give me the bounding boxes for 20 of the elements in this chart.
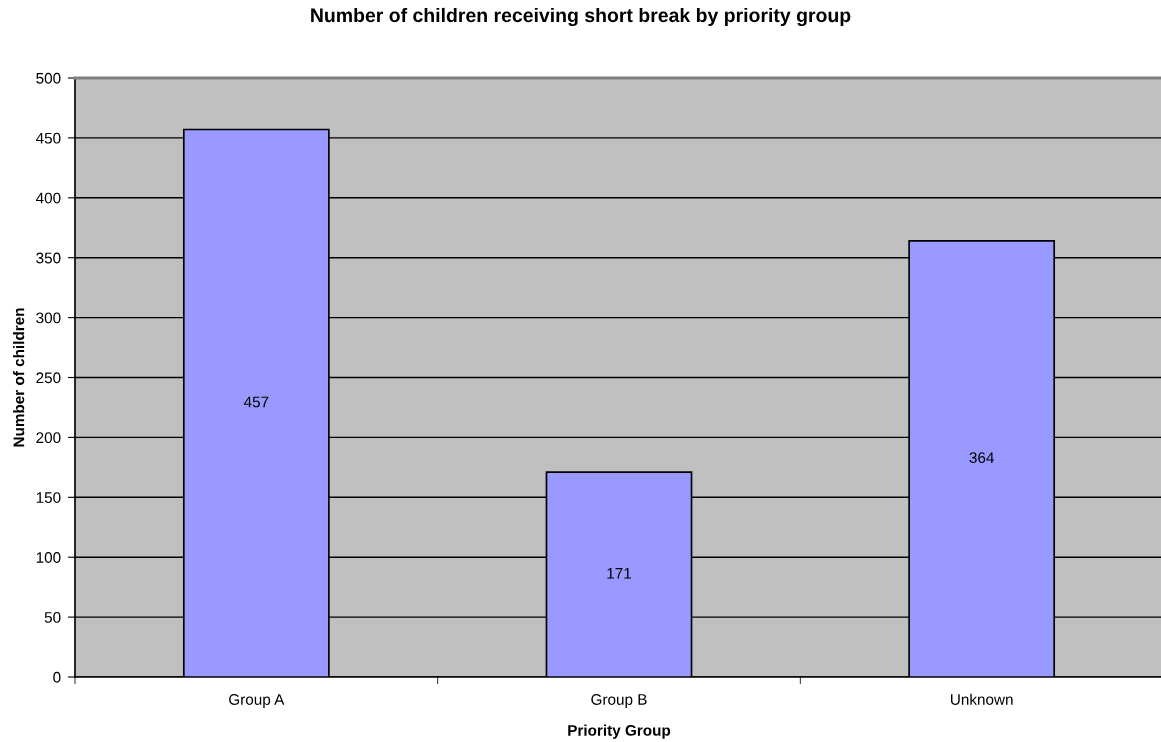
- x-tick-label: Unknown: [951, 693, 1013, 705]
- y-tick-label: 50: [44, 611, 61, 623]
- x-tick-label: Group B: [591, 694, 647, 708]
- x-axis-title: Priority Group: [568, 724, 671, 739]
- y-axis-title: Number of children: [13, 308, 25, 447]
- y-tick-label: 400: [35, 192, 61, 204]
- y-tick-label: 150: [36, 492, 61, 503]
- y-tick-label: 450: [35, 132, 61, 144]
- y-tick-label: 500: [36, 72, 61, 84]
- chart-title: Number of children receiving short break by priority group: [311, 7, 851, 27]
- y-tick-label: 350: [36, 252, 61, 264]
- y-tick-label: 100: [36, 552, 61, 563]
- y-tick-label: 250: [36, 372, 61, 384]
- data-label: 364: [969, 452, 994, 464]
- x-tick-label: Group A: [229, 694, 285, 708]
- y-tick-label: 0: [53, 671, 61, 683]
- data-label: 457: [243, 396, 269, 408]
- data-label: 171: [607, 568, 631, 579]
- y-tick-label: 300: [36, 312, 61, 324]
- y-tick-label: 200: [36, 432, 61, 444]
